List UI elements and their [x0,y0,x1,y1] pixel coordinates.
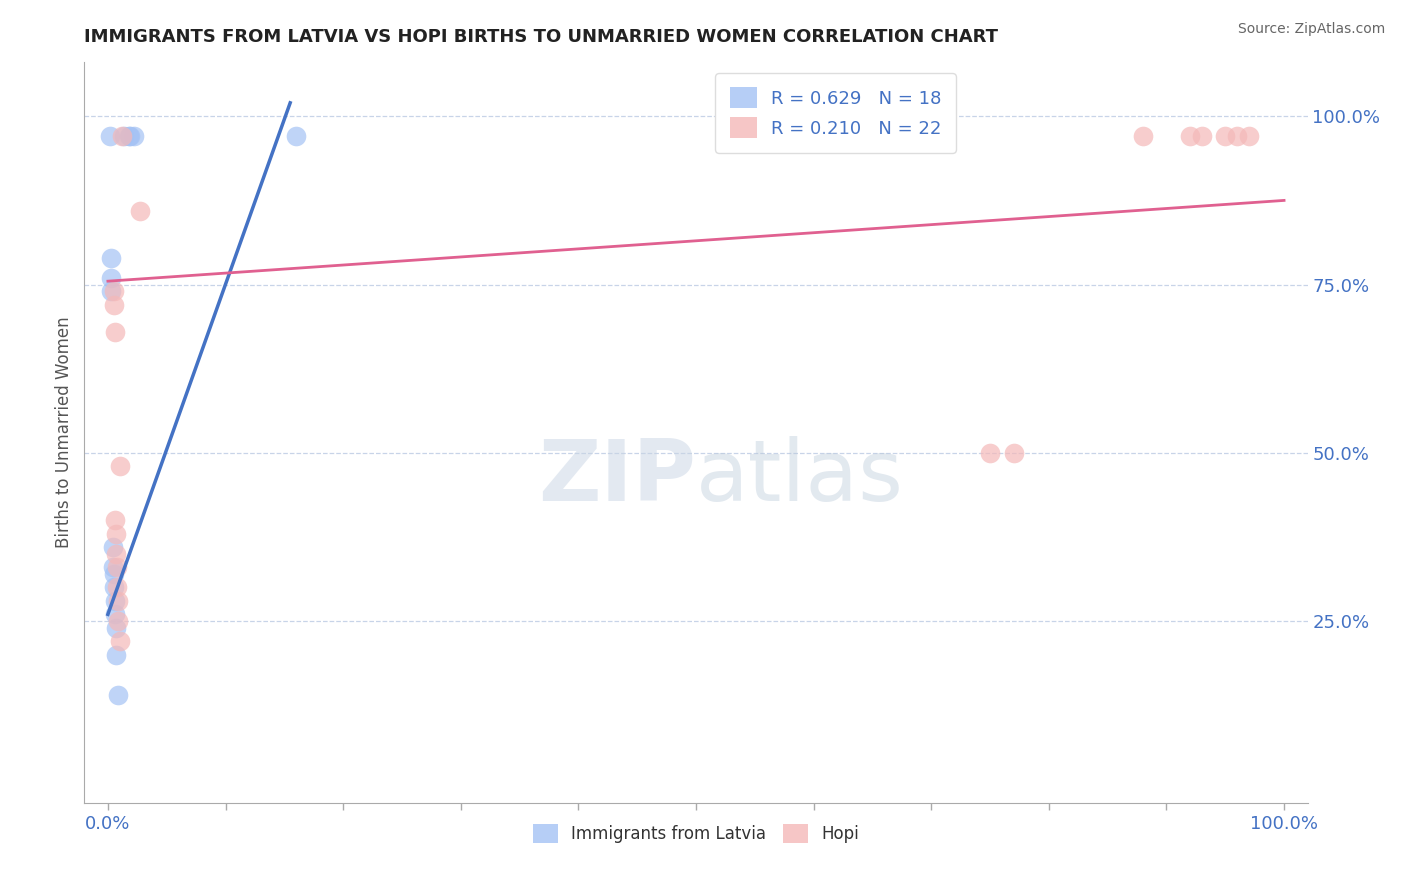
Point [1237,129,1260,144]
Point [104,513,127,527]
Point [103,298,125,312]
Point [1191,129,1213,144]
Point [105,581,128,595]
Point [104,325,127,339]
Point [101,540,124,554]
Point [122,129,145,144]
Point [107,594,129,608]
Point [120,129,142,144]
Text: IMMIGRANTS FROM LATVIA VS HOPI BIRTHS TO UNMARRIED WOMEN CORRELATION CHART: IMMIGRANTS FROM LATVIA VS HOPI BIRTHS TO… [84,28,998,45]
Text: Source: ZipAtlas.com: Source: ZipAtlas.com [1237,22,1385,37]
Point [103,566,125,581]
Point [105,547,128,561]
Point [1002,446,1025,460]
Text: atlas: atlas [696,435,904,518]
Point [1132,129,1154,144]
Point [105,648,128,662]
Point [108,634,131,648]
Point [104,607,127,622]
Legend: Immigrants from Latvia, Hopi: Immigrants from Latvia, Hopi [526,817,866,850]
Point [1226,129,1249,144]
Point [105,621,128,635]
Point [1213,129,1236,144]
Point [98,129,121,144]
Point [118,129,141,144]
Point [100,285,122,299]
Point [1178,129,1201,144]
Point [100,270,122,285]
Point [100,251,122,265]
Point [107,614,129,628]
Point [107,688,129,702]
Point [103,285,125,299]
Point [285,129,308,144]
Point [104,594,127,608]
Point [103,581,125,595]
Point [979,446,1001,460]
Point [108,459,131,474]
Y-axis label: Births to Unmarried Women: Births to Unmarried Women [55,317,73,549]
Point [105,526,128,541]
Text: ZIP: ZIP [538,435,696,518]
Point [128,203,150,218]
Point [101,560,124,574]
Point [112,129,135,144]
Point [111,129,134,144]
Point [105,560,128,574]
